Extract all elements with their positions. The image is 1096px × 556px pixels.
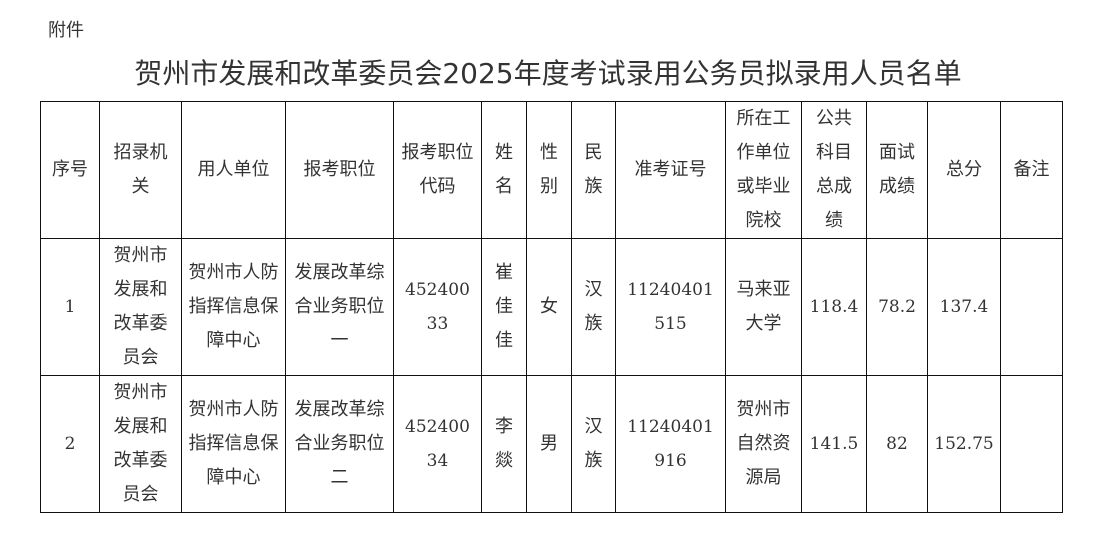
header-index: 序号 — [40, 101, 100, 239]
header-written-score: 公共科目总成绩 — [801, 101, 867, 239]
cell-position: 发展改革综合业务职位二 — [285, 375, 394, 513]
cell-position-code: 45240033 — [393, 238, 482, 376]
header-ethnicity: 民族 — [571, 101, 616, 239]
cell-interview-score: 82 — [866, 375, 928, 513]
cell-remarks — [1000, 375, 1063, 513]
header-remarks: 备注 — [1000, 101, 1063, 239]
cell-position: 发展改革综合业务职位一 — [285, 238, 394, 376]
header-row: 序号 招录机关 用人单位 报考职位 报考职位代码 姓名 性别 民族 准考证号 所在工作单位或毕业院… — [40, 101, 1063, 239]
attachment-label: 附件 — [48, 20, 84, 41]
cell-recruiting-agency: 贺州市发展和改革委员会 — [99, 375, 182, 513]
table-row: 1 贺州市发展和改革委员会 贺州市人防指挥信息保障中心 发展改革综合业务职位一 4524… — [40, 238, 1063, 376]
cell-ethnicity: 汉族 — [571, 238, 616, 376]
cell-interview-score: 78.2 — [866, 238, 928, 376]
cell-total-score: 152.75 — [927, 375, 1001, 513]
header-work-unit-or-school: 所在工作单位或毕业院校 — [725, 101, 802, 239]
cell-work-unit-or-school: 贺州市自然资源局 — [725, 375, 802, 513]
cell-remarks — [1000, 238, 1063, 376]
table-row: 2 贺州市发展和改革委员会 贺州市人防指挥信息保障中心 发展改革综合业务职位二 4524… — [40, 375, 1063, 513]
header-interview-score: 面试成绩 — [866, 101, 928, 239]
cell-index: 1 — [40, 238, 100, 376]
cell-employer: 贺州市人防指挥信息保障中心 — [181, 238, 286, 376]
cell-gender: 女 — [526, 238, 572, 376]
header-employer: 用人单位 — [181, 101, 286, 239]
cell-written-score: 118.4 — [801, 238, 867, 376]
cell-exam-ticket-no: 11240401916 — [615, 375, 726, 513]
cell-total-score: 137.4 — [927, 238, 1001, 376]
cell-ethnicity: 汉族 — [571, 375, 616, 513]
candidate-table: 序号 招录机关 用人单位 报考职位 报考职位代码 姓名 性别 民族 准考证号 所在工作单位或毕业院… — [40, 101, 1063, 513]
cell-work-unit-or-school: 马来亚大学 — [725, 238, 802, 376]
cell-name: 李燚 — [481, 375, 527, 513]
cell-name: 崔佳佳 — [481, 238, 527, 376]
cell-position-code: 45240034 — [393, 375, 482, 513]
header-total-score: 总分 — [927, 101, 1001, 239]
document-title: 贺州市发展和改革委员会2025年度考试录用公务员拟录用人员名单 — [134, 57, 962, 90]
cell-exam-ticket-no: 11240401515 — [615, 238, 726, 376]
cell-index: 2 — [40, 375, 100, 513]
header-gender: 性别 — [526, 101, 572, 239]
header-exam-ticket-no: 准考证号 — [615, 101, 726, 239]
header-position: 报考职位 — [285, 101, 394, 239]
header-recruiting-agency: 招录机关 — [99, 101, 182, 239]
header-name: 姓名 — [481, 101, 527, 239]
cell-employer: 贺州市人防指挥信息保障中心 — [181, 375, 286, 513]
cell-written-score: 141.5 — [801, 375, 867, 513]
cell-gender: 男 — [526, 375, 572, 513]
header-position-code: 报考职位代码 — [393, 101, 482, 239]
cell-recruiting-agency: 贺州市发展和改革委员会 — [99, 238, 182, 376]
